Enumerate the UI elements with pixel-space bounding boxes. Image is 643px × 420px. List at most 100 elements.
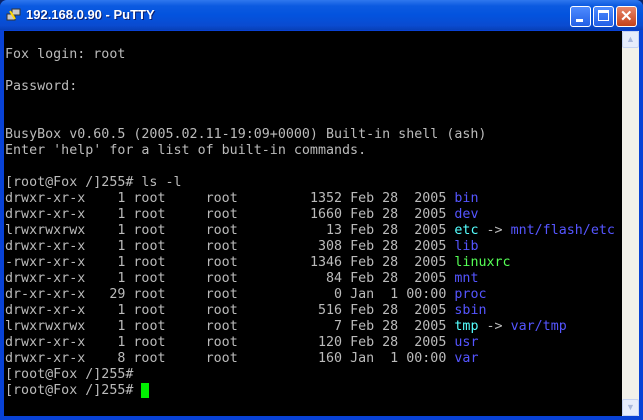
link-count: 1 bbox=[85, 239, 134, 254]
terminal-output[interactable]: Fox login: root Password: BusyBox v0.60.5 … bbox=[4, 31, 622, 416]
file-permissions: drwxr-xr-x bbox=[5, 207, 86, 222]
shell-prompt: [root@Fox /]255# bbox=[5, 383, 142, 398]
symlink-arrow: -> bbox=[478, 223, 511, 238]
file-date: Feb 28 2005 bbox=[350, 271, 455, 286]
terminal-line bbox=[4, 63, 622, 79]
terminal-line bbox=[4, 159, 622, 175]
file-permissions: drwxr-xr-x bbox=[5, 351, 86, 366]
minimize-button[interactable] bbox=[570, 6, 591, 27]
file-name: dev bbox=[454, 207, 479, 222]
listing-row: dr-xr-xr-x 29 root root 0 Jan 1 00:00 pr… bbox=[4, 287, 622, 303]
listing-row: drwxr-xr-x 1 root root 308 Feb 28 2005 l… bbox=[4, 239, 622, 255]
symlink-target: var/tmp bbox=[510, 319, 567, 334]
listing-row: drwxr-xr-x 8 root root 160 Jan 1 00:00 v… bbox=[4, 351, 622, 367]
terminal-line: [root@Fox /]255# ls -l bbox=[5, 175, 182, 190]
scroll-up-button[interactable]: ▲ bbox=[622, 31, 639, 48]
file-size: 516 bbox=[277, 303, 351, 318]
file-date: Feb 28 2005 bbox=[350, 319, 455, 334]
terminal-line: BusyBox v0.60.5 (2005.02.11-19:09+0000) … bbox=[5, 127, 487, 142]
file-date: Feb 28 2005 bbox=[350, 191, 455, 206]
file-name: etc bbox=[454, 223, 479, 238]
file-group: root bbox=[205, 303, 278, 318]
file-date: Feb 28 2005 bbox=[350, 335, 455, 350]
terminal-line bbox=[4, 31, 622, 47]
listing-row: -rwxr-xr-x 1 root root 1346 Feb 28 2005 … bbox=[4, 255, 622, 271]
file-owner: root bbox=[133, 191, 206, 206]
listing-row: drwxr-xr-x 1 root root 84 Feb 28 2005 mn… bbox=[4, 271, 622, 287]
file-permissions: drwxr-xr-x bbox=[5, 239, 86, 254]
symlink-target: mnt/flash/etc bbox=[510, 223, 615, 238]
link-count: 1 bbox=[85, 319, 134, 334]
file-group: root bbox=[205, 191, 278, 206]
file-owner: root bbox=[133, 335, 206, 350]
file-group: root bbox=[205, 223, 278, 238]
file-size: 308 bbox=[277, 239, 351, 254]
file-name: sbin bbox=[454, 303, 487, 318]
link-count: 1 bbox=[85, 255, 134, 270]
file-date: Feb 28 2005 bbox=[350, 255, 455, 270]
close-button[interactable]: ✕ bbox=[616, 6, 637, 27]
file-name: var bbox=[454, 351, 479, 366]
file-group: root bbox=[205, 239, 278, 254]
vertical-scrollbar[interactable]: ▲ ▼ bbox=[622, 31, 639, 416]
text-cursor bbox=[141, 383, 150, 398]
listing-row: drwxr-xr-x 1 root root 516 Feb 28 2005 s… bbox=[4, 303, 622, 319]
terminal-line bbox=[4, 95, 622, 111]
link-count: 1 bbox=[85, 207, 134, 222]
file-group: root bbox=[205, 335, 278, 350]
file-name: mnt bbox=[454, 271, 479, 286]
file-group: root bbox=[205, 319, 278, 334]
file-owner: root bbox=[133, 303, 206, 318]
link-count: 1 bbox=[85, 223, 134, 238]
symlink-arrow: -> bbox=[478, 319, 511, 334]
file-owner: root bbox=[133, 287, 206, 302]
link-count: 1 bbox=[85, 191, 134, 206]
file-size: 0 bbox=[277, 287, 351, 302]
file-date: Feb 28 2005 bbox=[350, 223, 455, 238]
prompt-line: [root@Fox /]255# bbox=[4, 383, 622, 399]
file-permissions: drwxr-xr-x bbox=[5, 303, 86, 318]
file-date: Jan 1 00:00 bbox=[350, 351, 455, 366]
scroll-down-button[interactable]: ▼ bbox=[622, 399, 639, 416]
file-owner: root bbox=[133, 239, 206, 254]
link-count: 1 bbox=[85, 271, 134, 286]
maximize-button[interactable] bbox=[593, 6, 614, 27]
file-owner: root bbox=[133, 223, 206, 238]
file-owner: root bbox=[133, 255, 206, 270]
link-count: 29 bbox=[85, 287, 134, 302]
listing-row: drwxr-xr-x 1 root root 120 Feb 28 2005 u… bbox=[4, 335, 622, 351]
listing-row: lrwxrwxrwx 1 root root 7 Feb 28 2005 tmp… bbox=[4, 319, 622, 335]
file-owner: root bbox=[133, 271, 206, 286]
close-icon: ✕ bbox=[620, 8, 633, 25]
putty-icon bbox=[6, 8, 21, 21]
listing-row: drwxr-xr-x 1 root root 1660 Feb 28 2005 … bbox=[4, 207, 622, 223]
file-name: usr bbox=[454, 335, 479, 350]
file-group: root bbox=[205, 255, 278, 270]
file-size: 120 bbox=[277, 335, 351, 350]
file-name: proc bbox=[454, 287, 487, 302]
listing-row: drwxr-xr-x 1 root root 1352 Feb 28 2005 … bbox=[4, 191, 622, 207]
terminal-line: Fox login: root bbox=[5, 47, 126, 62]
file-date: Feb 28 2005 bbox=[350, 239, 455, 254]
link-count: 1 bbox=[85, 303, 134, 318]
prompt-line: [root@Fox /]255# bbox=[5, 367, 134, 382]
window-title: 192.168.0.90 - PuTTY bbox=[26, 7, 155, 22]
terminal-line bbox=[4, 111, 622, 127]
terminal-line: Password: bbox=[5, 79, 78, 94]
listing-row: lrwxrwxrwx 1 root root 13 Feb 28 2005 et… bbox=[4, 223, 622, 239]
link-count: 8 bbox=[85, 351, 134, 366]
file-permissions: drwxr-xr-x bbox=[5, 191, 86, 206]
file-size: 1346 bbox=[277, 255, 351, 270]
file-permissions: drwxr-xr-x bbox=[5, 335, 86, 350]
file-name: tmp bbox=[454, 319, 479, 334]
file-permissions: drwxr-xr-x bbox=[5, 271, 86, 286]
file-size: 84 bbox=[277, 271, 351, 286]
file-permissions: lrwxrwxrwx bbox=[5, 319, 86, 334]
file-owner: root bbox=[133, 351, 206, 366]
title-bar[interactable]: 192.168.0.90 - PuTTY ✕ bbox=[0, 0, 643, 30]
file-group: root bbox=[205, 207, 278, 222]
file-name: linuxrc bbox=[454, 255, 511, 270]
file-size: 160 bbox=[277, 351, 351, 366]
terminal-line: Enter 'help' for a list of built-in comm… bbox=[5, 143, 367, 158]
file-size: 1660 bbox=[277, 207, 351, 222]
